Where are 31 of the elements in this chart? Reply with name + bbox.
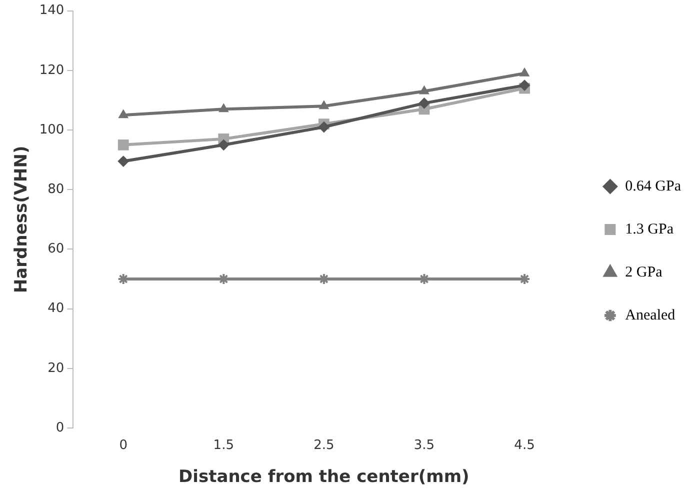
point (218, 104, 228, 112)
y-tick-label: 140 (39, 3, 64, 18)
legend-label: 0.64 GPa (625, 178, 682, 194)
point (118, 156, 129, 167)
point (319, 100, 329, 110)
point (118, 139, 129, 150)
x-axis-title: Distance from the center(mm) (178, 467, 470, 488)
legend-label: 2 GPa (625, 264, 663, 280)
x-tick-label: 0 (119, 438, 128, 454)
x-tick-label: 2.5 (314, 438, 334, 454)
y-tick-label: 120 (39, 62, 64, 78)
legend-label: 1.3 GPa (625, 221, 674, 238)
point (418, 98, 430, 109)
legend-label: Anealed (625, 307, 676, 324)
point (519, 80, 530, 91)
x-tick-label: 4.5 (514, 438, 535, 454)
point (118, 110, 128, 118)
x-tick-label: 1.5 (213, 438, 234, 454)
x-tick-label: 3.5 (414, 438, 435, 454)
y-tick-label: 0 (56, 420, 64, 436)
y-tick-label: 20 (48, 360, 64, 376)
y-tick-label: 100 (39, 122, 64, 138)
y-tick-label: 40 (48, 301, 64, 316)
point (318, 122, 330, 133)
point (520, 68, 530, 76)
y-tick-label: 60 (48, 242, 64, 257)
point (518, 273, 531, 285)
point (218, 139, 230, 150)
y-tick-label: 80 (48, 182, 64, 197)
y-axis-title: Hardness(VHN) (12, 146, 32, 294)
point (419, 86, 430, 94)
